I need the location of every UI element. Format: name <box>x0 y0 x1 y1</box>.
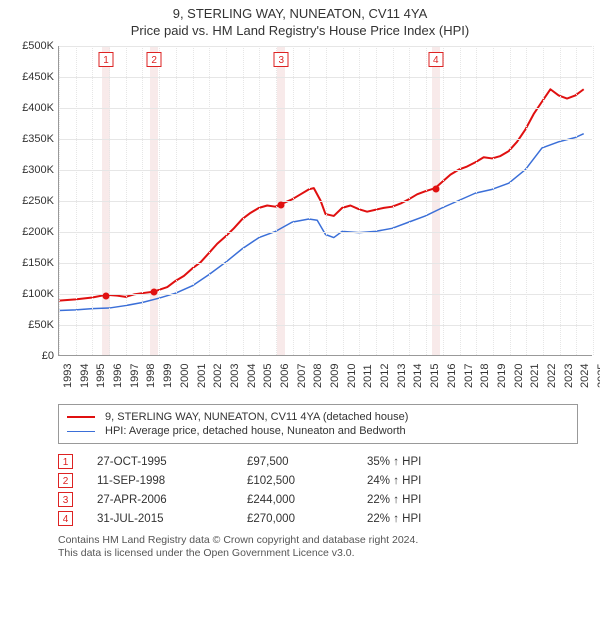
legend-swatch-property <box>67 416 95 418</box>
sale-point-4 <box>432 185 439 192</box>
xtick-label: 2000 <box>179 364 191 388</box>
xtick-label: 1995 <box>95 364 107 388</box>
sale-point-1 <box>103 292 110 299</box>
sale-price-3: £244,000 <box>247 494 367 506</box>
xtick-label: 1996 <box>112 364 124 388</box>
xtick-label: 2020 <box>513 364 525 388</box>
xtick-label: 1998 <box>145 364 157 388</box>
ytick-label: £200K <box>8 226 54 238</box>
sale-point-3 <box>278 201 285 208</box>
xtick-label: 2009 <box>329 364 341 388</box>
sale-event-row-3: 3 27-APR-2006 £244,000 22% ↑ HPI <box>58 492 578 507</box>
chart-container: 9, STERLING WAY, NUNEATON, CV11 4YA Pric… <box>0 0 600 620</box>
xtick-label: 2012 <box>379 364 391 388</box>
footer-line2: This data is licensed under the Open Gov… <box>58 547 578 560</box>
ytick-label: £350K <box>8 133 54 145</box>
footer-line1: Contains HM Land Registry data © Crown c… <box>58 534 578 547</box>
legend-label-property: 9, STERLING WAY, NUNEATON, CV11 4YA (det… <box>105 411 408 423</box>
xtick-label: 2024 <box>579 364 591 388</box>
ytick-label: £250K <box>8 195 54 207</box>
sale-date-2: 11-SEP-1998 <box>97 475 247 487</box>
sale-point-2 <box>151 289 158 296</box>
sale-marker-1: 1 <box>58 454 73 469</box>
sale-marker-4: 4 <box>58 511 73 526</box>
ytick-label: £450K <box>8 71 54 83</box>
xtick-label: 2017 <box>463 364 475 388</box>
xtick-label: 2023 <box>563 364 575 388</box>
title-line2: Price paid vs. HM Land Registry's House … <box>8 23 592 38</box>
xtick-label: 2011 <box>362 364 374 388</box>
ytick-label: £500K <box>8 40 54 52</box>
chart-sale-marker-2: 2 <box>147 52 162 67</box>
xtick-label: 2016 <box>446 364 458 388</box>
xtick-label: 1993 <box>62 364 74 388</box>
xtick-label: 2010 <box>346 364 358 388</box>
chart-area: 1 2 3 4 £0 £50K £100K £150K £200K £250K £300K £350… <box>8 46 592 398</box>
xtick-label: 2018 <box>479 364 491 388</box>
sale-hpi-1: 35% ↑ HPI <box>367 456 578 468</box>
chart-sale-marker-1: 1 <box>99 52 114 67</box>
sale-event-row-4: 4 31-JUL-2015 £270,000 22% ↑ HPI <box>58 511 578 526</box>
title-line1: 9, STERLING WAY, NUNEATON, CV11 4YA <box>8 6 592 21</box>
ytick-label: £50K <box>8 319 54 331</box>
plot-area: 1 2 3 4 <box>58 46 592 356</box>
footer-note: Contains HM Land Registry data © Crown c… <box>58 534 578 560</box>
sale-event-row-2: 2 11-SEP-1998 £102,500 24% ↑ HPI <box>58 473 578 488</box>
xtick-label: 2014 <box>412 364 424 388</box>
sale-price-1: £97,500 <box>247 456 367 468</box>
xtick-label: 2005 <box>262 364 274 388</box>
xtick-label: 2021 <box>529 364 541 388</box>
xtick-label: 2001 <box>196 364 208 388</box>
sale-price-4: £270,000 <box>247 513 367 525</box>
xtick-label: 2007 <box>296 364 308 388</box>
legend-item-hpi: HPI: Average price, detached house, Nune… <box>67 425 569 437</box>
sale-date-1: 27-OCT-1995 <box>97 456 247 468</box>
chart-sale-marker-3: 3 <box>274 52 289 67</box>
sale-hpi-2: 24% ↑ HPI <box>367 475 578 487</box>
xtick-label: 2006 <box>279 364 291 388</box>
xtick-label: 2019 <box>496 364 508 388</box>
sale-price-2: £102,500 <box>247 475 367 487</box>
xtick-label: 2008 <box>312 364 324 388</box>
sale-marker-3: 3 <box>58 492 73 507</box>
sale-date-3: 27-APR-2006 <box>97 494 247 506</box>
ytick-label: £100K <box>8 288 54 300</box>
xtick-label: 2022 <box>546 364 558 388</box>
series-property <box>59 89 584 300</box>
ytick-label: £400K <box>8 102 54 114</box>
sale-marker-2: 2 <box>58 473 73 488</box>
legend: 9, STERLING WAY, NUNEATON, CV11 4YA (det… <box>58 404 578 444</box>
legend-label-hpi: HPI: Average price, detached house, Nune… <box>105 425 406 437</box>
xtick-label: 2002 <box>212 364 224 388</box>
xtick-label: 1999 <box>162 364 174 388</box>
series-hpi <box>59 134 584 311</box>
ytick-label: £300K <box>8 164 54 176</box>
title-block: 9, STERLING WAY, NUNEATON, CV11 4YA Pric… <box>8 6 592 38</box>
xtick-label: 2025 <box>596 364 600 388</box>
sale-date-4: 31-JUL-2015 <box>97 513 247 525</box>
ytick-label: £150K <box>8 257 54 269</box>
xtick-label: 2003 <box>229 364 241 388</box>
sale-hpi-3: 22% ↑ HPI <box>367 494 578 506</box>
sale-event-row-1: 1 27-OCT-1995 £97,500 35% ↑ HPI <box>58 454 578 469</box>
xtick-label: 1997 <box>129 364 141 388</box>
sale-events-table: 1 27-OCT-1995 £97,500 35% ↑ HPI 2 11-SEP… <box>58 454 578 526</box>
xtick-label: 2004 <box>246 364 258 388</box>
sale-hpi-4: 22% ↑ HPI <box>367 513 578 525</box>
xtick-label: 2013 <box>396 364 408 388</box>
legend-item-property: 9, STERLING WAY, NUNEATON, CV11 4YA (det… <box>67 411 569 423</box>
xtick-label: 2015 <box>429 364 441 388</box>
legend-swatch-hpi <box>67 431 95 432</box>
ytick-label: £0 <box>8 350 54 362</box>
chart-sale-marker-4: 4 <box>428 52 443 67</box>
xtick-label: 1994 <box>79 364 91 388</box>
